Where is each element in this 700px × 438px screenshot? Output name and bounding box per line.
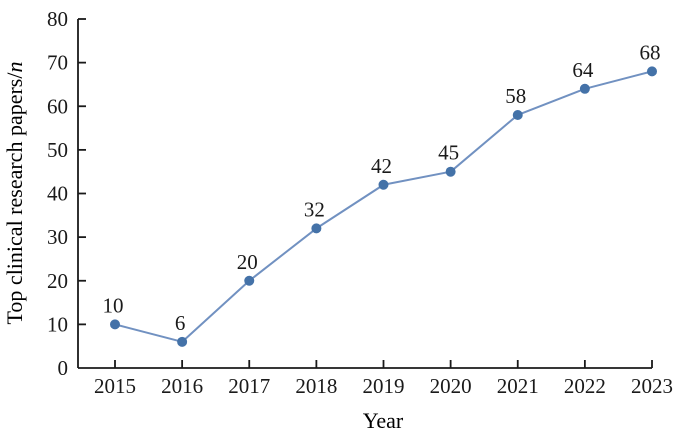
x-axis-ticks: 2015 2016 2017 2018 2019 2020 2021 2022 2023 <box>94 360 673 398</box>
x-tick-label: 2017 <box>228 374 270 398</box>
y-tick-label: 40 <box>47 182 68 206</box>
x-tick-label: 2015 <box>94 374 136 398</box>
series-line-layer <box>114 70 653 343</box>
data-point <box>177 336 188 347</box>
y-tick-label: 10 <box>47 312 68 336</box>
data-point-label: 6 <box>175 311 186 335</box>
data-point <box>244 275 255 286</box>
data-point <box>579 83 590 94</box>
data-point-label: 64 <box>572 58 594 82</box>
data-point <box>110 319 120 330</box>
x-tick-label: 2016 <box>161 374 203 398</box>
x-tick-label: 2021 <box>497 374 539 398</box>
data-point-label: 42 <box>371 154 392 178</box>
x-tick-label: 2019 <box>363 374 405 398</box>
x-tick-label: 2022 <box>564 374 606 398</box>
x-tick-label: 2023 <box>631 374 673 398</box>
data-point <box>647 66 657 77</box>
y-axis-title-italic-n: n <box>2 62 27 73</box>
data-point <box>512 109 523 120</box>
data-point <box>378 179 389 190</box>
data-point-label: 10 <box>103 293 124 317</box>
data-point-label: 58 <box>505 84 526 108</box>
y-axis-ticks: 0 10 20 30 40 50 60 70 80 <box>47 7 86 380</box>
data-point-label: 45 <box>438 141 459 165</box>
data-point-label: 32 <box>304 197 325 221</box>
data-point <box>445 166 456 177</box>
x-tick-label: 2018 <box>295 374 337 398</box>
y-tick-label: 70 <box>47 51 68 75</box>
data-labels-layer: 10 6 20 32 42 45 58 64 68 <box>103 40 661 334</box>
data-point <box>311 223 322 234</box>
y-tick-label: 20 <box>47 269 68 293</box>
y-tick-label: 50 <box>47 138 68 162</box>
data-point-label: 68 <box>640 40 661 64</box>
y-tick-label: 80 <box>47 7 68 31</box>
y-tick-label: 30 <box>47 225 68 249</box>
axes <box>77 19 652 369</box>
data-point-label: 20 <box>237 250 258 274</box>
y-tick-label: 0 <box>58 356 69 380</box>
data-points-layer <box>110 66 657 347</box>
y-tick-label: 60 <box>47 94 68 118</box>
y-axis-title-main: Top clinical research papers/ <box>2 72 27 325</box>
series-line <box>114 70 653 343</box>
x-axis-title: Year <box>363 408 404 433</box>
x-tick-label: 2020 <box>430 374 472 398</box>
y-axis-title: Top clinical research papers/n <box>2 62 27 325</box>
